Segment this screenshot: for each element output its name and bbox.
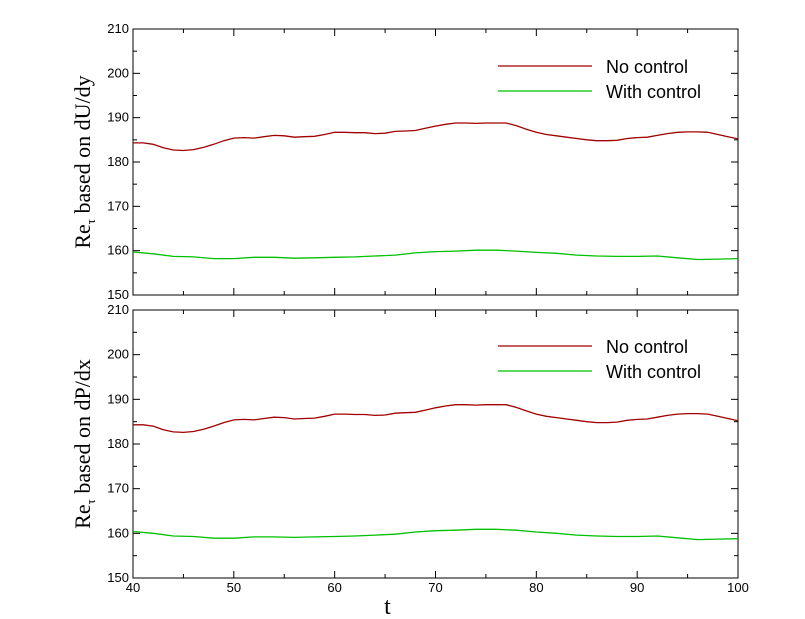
y-tick-label: 210 (107, 302, 129, 317)
y-tick-label: 180 (107, 154, 129, 169)
y-axis-label: Reτ based on dU/dy (70, 75, 98, 248)
x-tick-label: 50 (227, 580, 241, 595)
y-axis-label: Reτ based on dP/dx (70, 359, 98, 529)
y-tick-label: 170 (107, 198, 129, 213)
series-line-no-control (133, 122, 739, 152)
legend-label: No control (606, 57, 688, 77)
y-tick-label: 160 (107, 243, 129, 258)
x-tick-label: 70 (428, 580, 442, 595)
bottom-panel: 150 160 170 180 190 200 210 40 50 60 70 80 90 100 Reτ … (70, 302, 749, 619)
x-tick-label: 90 (630, 580, 644, 595)
y-tick-label: 150 (107, 287, 129, 302)
x-tick-label: 60 (327, 580, 341, 595)
y-tick-label: 180 (107, 436, 129, 451)
legend-label: With control (606, 362, 701, 382)
y-tick-label: 190 (107, 391, 129, 406)
y-tick-label: 190 (107, 110, 129, 125)
y-tick-label: 150 (107, 570, 129, 585)
y-tick-label: 210 (107, 21, 129, 36)
y-tick-label: 200 (107, 347, 129, 362)
x-tick-label: 40 (126, 580, 140, 595)
x-tick-label: 100 (727, 580, 749, 595)
x-axis-label: t (384, 594, 391, 619)
series-line-with-control (132, 249, 739, 261)
y-tick-label: 170 (107, 481, 129, 496)
series-line-no-control (133, 404, 739, 434)
series-line-with-control (132, 528, 739, 541)
x-tick-label: 80 (529, 580, 543, 595)
y-tick-label: 160 (107, 525, 129, 540)
legend-label: With control (606, 82, 701, 102)
y-tick-label: 200 (107, 65, 129, 80)
legend-label: No control (606, 337, 688, 357)
top-panel: 150 160 170 180 190 200 210 Reτ based on dU/dy N… (70, 21, 739, 302)
